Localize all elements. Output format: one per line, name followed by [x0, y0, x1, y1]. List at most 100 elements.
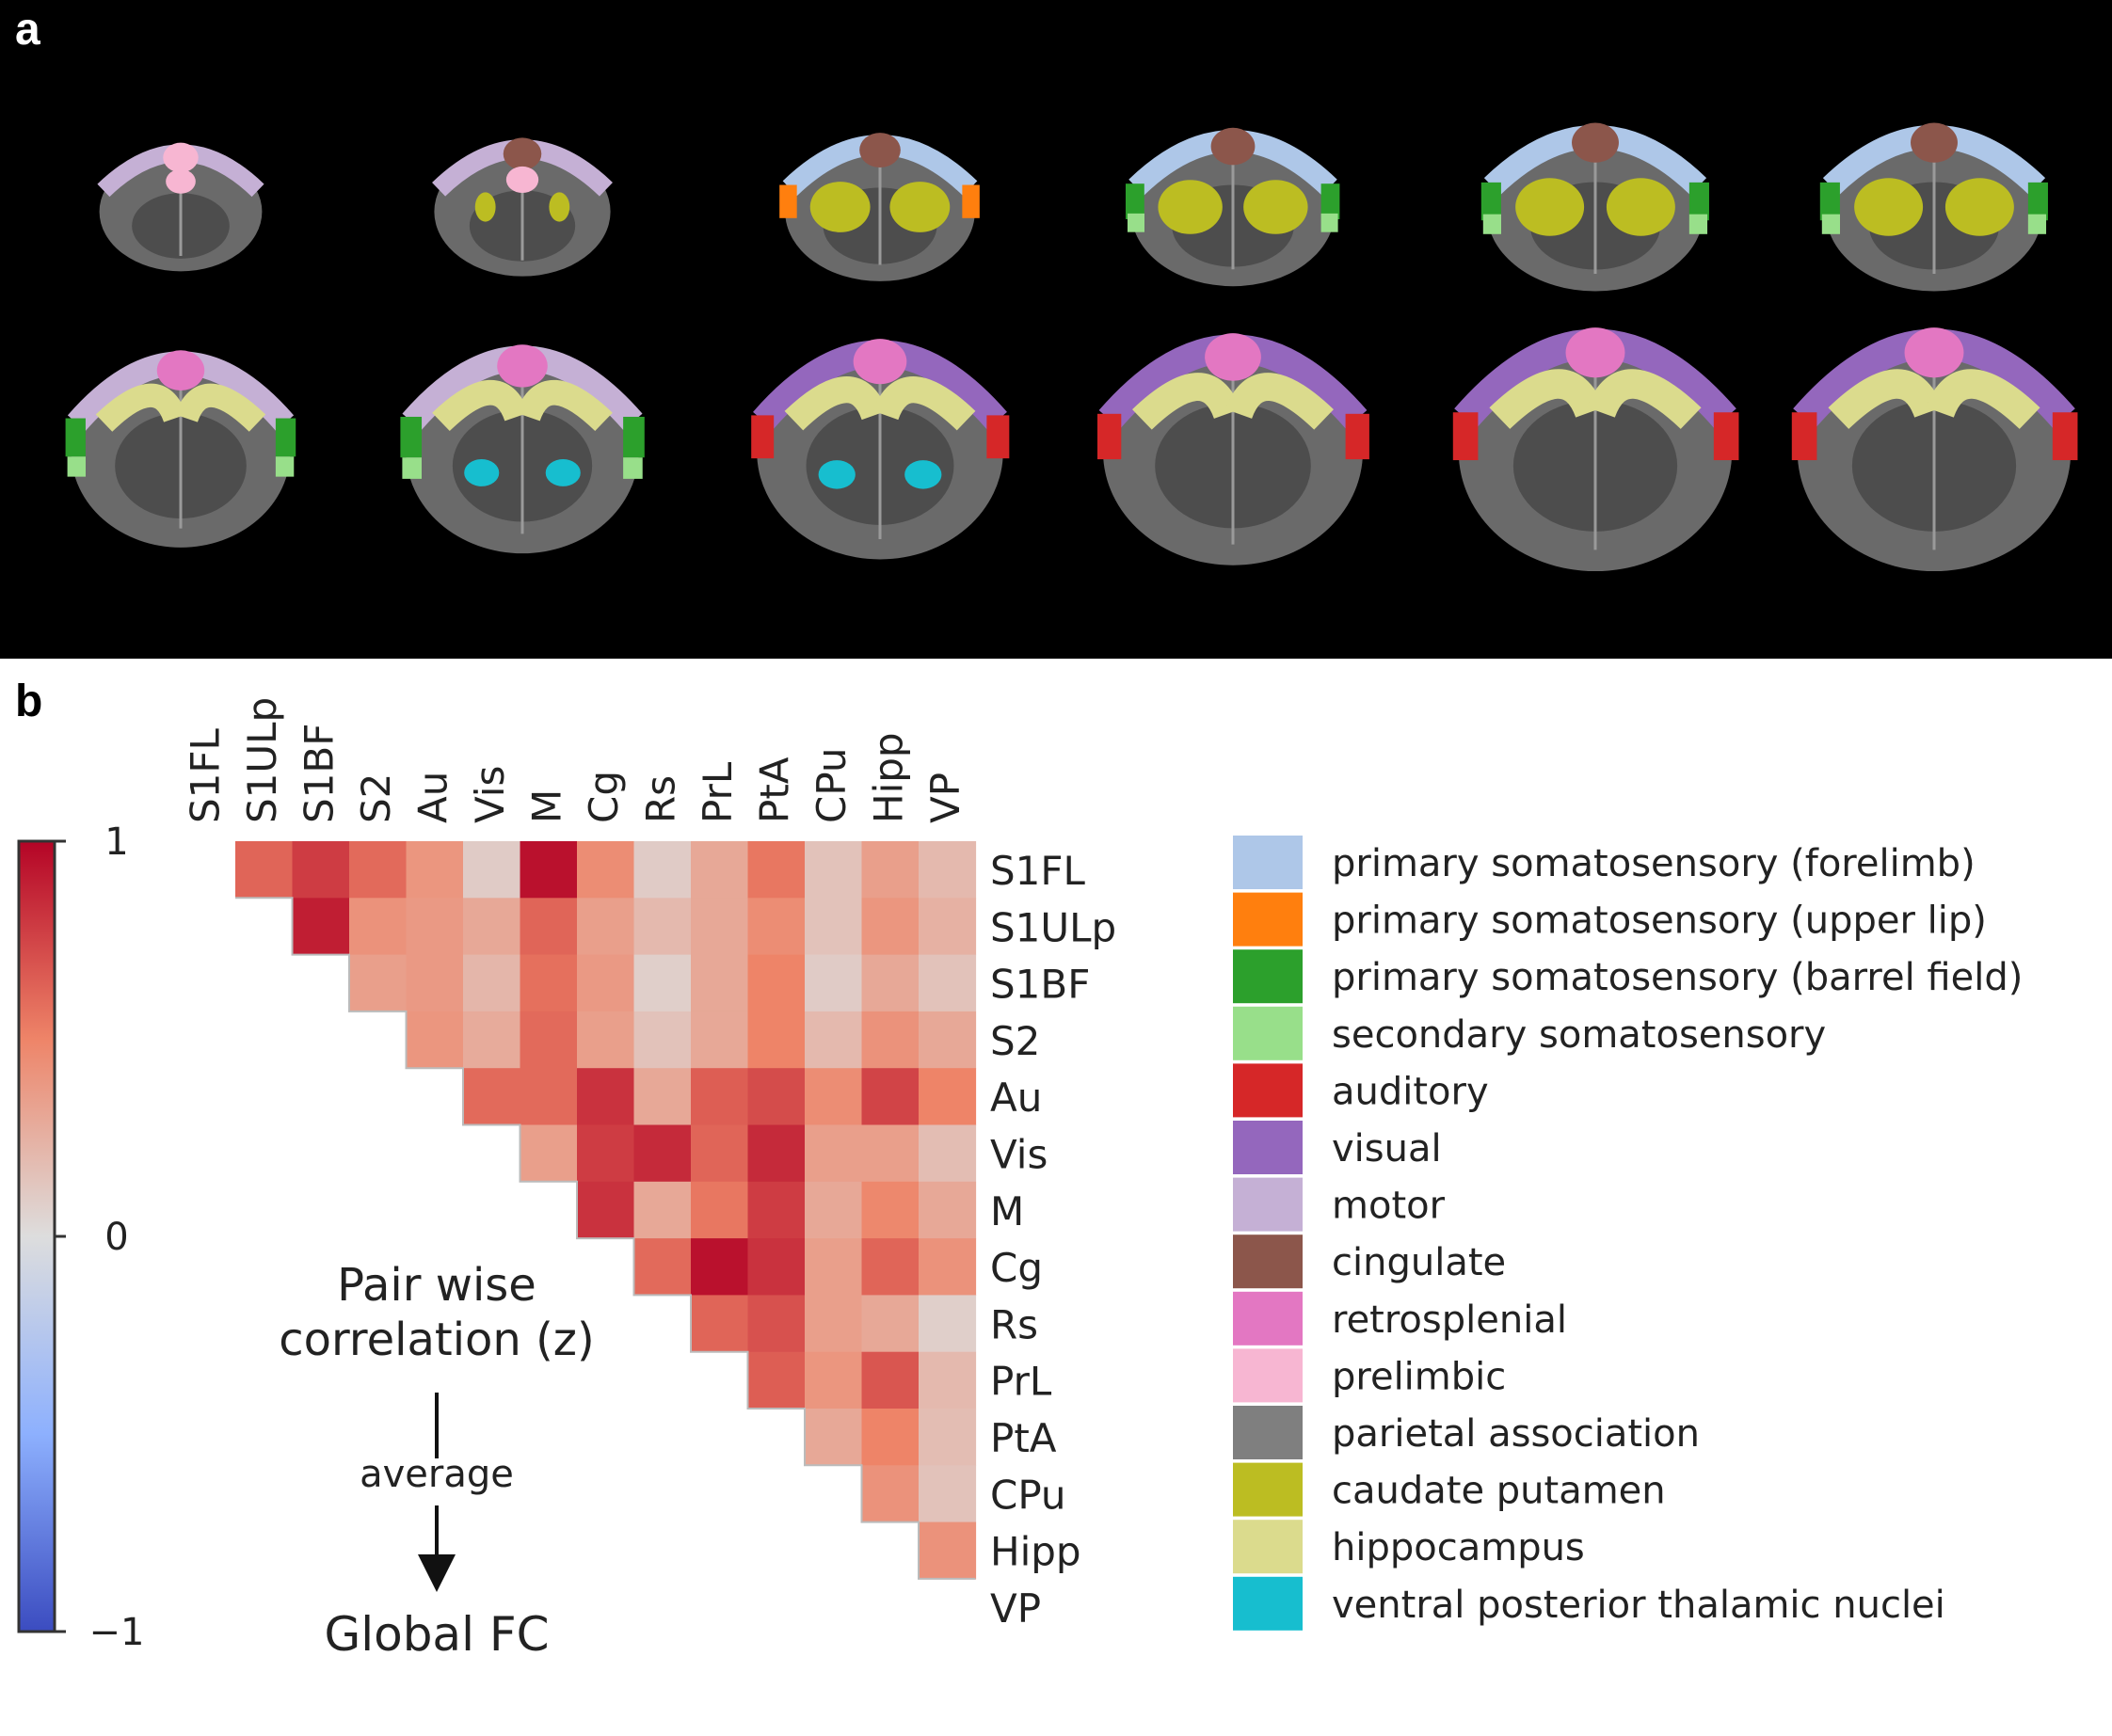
col-label-S1BF: S1BF: [296, 724, 343, 823]
legend-label: parietal association: [1332, 1412, 1700, 1456]
heatmap-cell-PtA-Cg: [805, 1238, 863, 1296]
heatmap-cell-Cg-Cg: [633, 1238, 692, 1296]
lateral-region-right: [2027, 182, 2048, 221]
row-label-Rs: Rs: [990, 1301, 1038, 1347]
s2-left: [402, 457, 422, 479]
legend-label: cingulate: [1332, 1241, 1506, 1284]
lateral-region-left: [751, 415, 775, 459]
midline-region: [1210, 127, 1256, 166]
legend-label: visual: [1332, 1127, 1442, 1171]
heatmap-cell-Cg-Au: [633, 1068, 692, 1126]
heatmap-cell-Rs-Rs: [691, 1295, 749, 1353]
lateral-region-left: [1480, 182, 1501, 221]
legend-label: auditory: [1332, 1070, 1489, 1113]
heatmap-cell-CPu-M: [861, 1181, 920, 1239]
midline-region: [1904, 327, 1964, 378]
colorbar-gradient: [17, 839, 56, 1633]
s2-right: [1688, 214, 1708, 234]
heatmap-cell-PtA-Rs: [805, 1295, 863, 1353]
heatmap-cell-CPu-S1FL: [861, 841, 920, 899]
heatmap: [235, 841, 977, 1580]
lateral-region-right: [1688, 182, 1709, 221]
caudate-left: [474, 192, 496, 222]
lateral-region-right: [2052, 412, 2078, 461]
heatmap-cell-CPu-Rs: [861, 1295, 920, 1353]
heatmap-cell-S1BF-S1FL: [349, 841, 408, 899]
heatmap-cell-Vis-S2: [520, 1011, 578, 1069]
heatmap-cell-Rs-S1BF: [691, 954, 749, 1012]
heatmap-cell-Au-S2: [463, 1011, 521, 1069]
heatmap-cell-CPu-PrL: [861, 1351, 920, 1410]
heatmap-cell-CPu-PtA: [861, 1409, 920, 1466]
heatmap-cell-Cg-M: [633, 1181, 692, 1239]
heatmap-cell-PtA-PtA: [805, 1409, 863, 1466]
row-label-S2: S2: [990, 1018, 1040, 1064]
heatmap-cell-Hipp-Vis: [919, 1124, 977, 1183]
row-labels: S1FL S1ULp S1BF S2 Au Vis M Cg Rs PrL PtA CPu Hipp VP: [990, 848, 1116, 1632]
heatmap-cell-PrL-M: [747, 1181, 806, 1239]
heatmap-cell-CPu-Vis: [861, 1124, 920, 1183]
midline-region: [497, 344, 548, 388]
panel-a-label: a: [15, 5, 40, 55]
lateral-region-right: [1713, 412, 1739, 461]
heatmap-cell-S2-S1ULp: [406, 898, 464, 956]
heatmap-cell-M-Au: [577, 1068, 635, 1126]
heatmap-cell-S1FL-S1FL: [235, 841, 294, 899]
hippocampus-right: [175, 383, 266, 432]
midline-region: [1572, 122, 1619, 163]
legend-swatch: [1233, 1177, 1303, 1232]
legend-swatch: [1233, 1348, 1303, 1403]
heatmap-cell-Hipp-M: [919, 1181, 977, 1239]
legend-label: primary somatosensory (forelimb): [1332, 842, 1976, 885]
panel-b-label: b: [15, 677, 43, 726]
heatmap-cell-PtA-Vis: [805, 1124, 863, 1183]
col-label-S1FL: S1FL: [183, 727, 229, 823]
heatmap-cell-Hipp-S1FL: [919, 841, 977, 899]
vp-right: [545, 459, 581, 486]
heatmap-cell-PtA-S1ULp: [805, 898, 863, 956]
lateral-region-right: [1320, 183, 1340, 219]
heatmap-cell-S2-S2: [406, 1011, 464, 1069]
row-label-S1BF: S1BF: [990, 962, 1090, 1008]
caudate-left: [1515, 178, 1585, 236]
s2-left: [67, 456, 86, 477]
hippocampus-left: [432, 379, 529, 432]
row-label-VP: VP: [990, 1585, 1041, 1632]
colorbar-tick-zero: 0: [104, 1216, 128, 1259]
heatmap-cell-PrL-S2: [747, 1011, 806, 1069]
heatmap-cell-Au-S1FL: [463, 841, 521, 899]
lateral-region-left: [779, 184, 797, 218]
heatmap-cell-Rs-Vis: [691, 1124, 749, 1183]
vp-left: [464, 459, 500, 486]
heatmap-cell-S1BF-S1ULp: [349, 898, 408, 956]
heatmap-cell-PrL-S1ULp: [747, 898, 806, 956]
hippocampus-left: [784, 376, 888, 431]
heatmap-cell-Rs-S1ULp: [691, 898, 749, 956]
heatmap-cell-PrL-PrL: [747, 1351, 806, 1410]
heatmap-cell-Hipp-S1BF: [919, 954, 977, 1012]
s2-left: [1128, 213, 1144, 232]
heatmap-cell-CPu-S1BF: [861, 954, 920, 1012]
hippocampus-left: [1828, 369, 1943, 430]
caudate-right: [1606, 178, 1675, 236]
legend-label: ventral posterior thalamic nuclei: [1332, 1584, 1945, 1627]
annotation-line1: Pair wise: [337, 1259, 536, 1312]
heatmap-cell-Hipp-Rs: [919, 1295, 977, 1353]
heatmap-cell-Cg-S2: [633, 1011, 692, 1069]
heatmap-cell-Vis-S1ULp: [520, 898, 578, 956]
heatmap-cell-Hipp-PrL: [919, 1351, 977, 1410]
brain-slices: [65, 122, 2078, 572]
annotation-result: Global FC: [324, 1607, 549, 1662]
midline-region: [1911, 122, 1958, 163]
heatmap-cell-PrL-Rs: [747, 1295, 806, 1353]
brain-slice-panel: [0, 0, 2112, 659]
heatmap-cell-CPu-S1ULp: [861, 898, 920, 956]
hippocampus-right: [1926, 369, 2040, 430]
caudate-right: [1944, 178, 2014, 236]
heatmap-cell-Cg-S1BF: [633, 954, 692, 1012]
row-label-Hipp: Hipp: [990, 1529, 1081, 1575]
row-label-Au: Au: [990, 1075, 1042, 1121]
col-label-Rs: Rs: [638, 775, 684, 823]
heatmap-cell-PtA-S1FL: [805, 841, 863, 899]
heatmap-cell-S1BF-S1BF: [349, 954, 408, 1012]
